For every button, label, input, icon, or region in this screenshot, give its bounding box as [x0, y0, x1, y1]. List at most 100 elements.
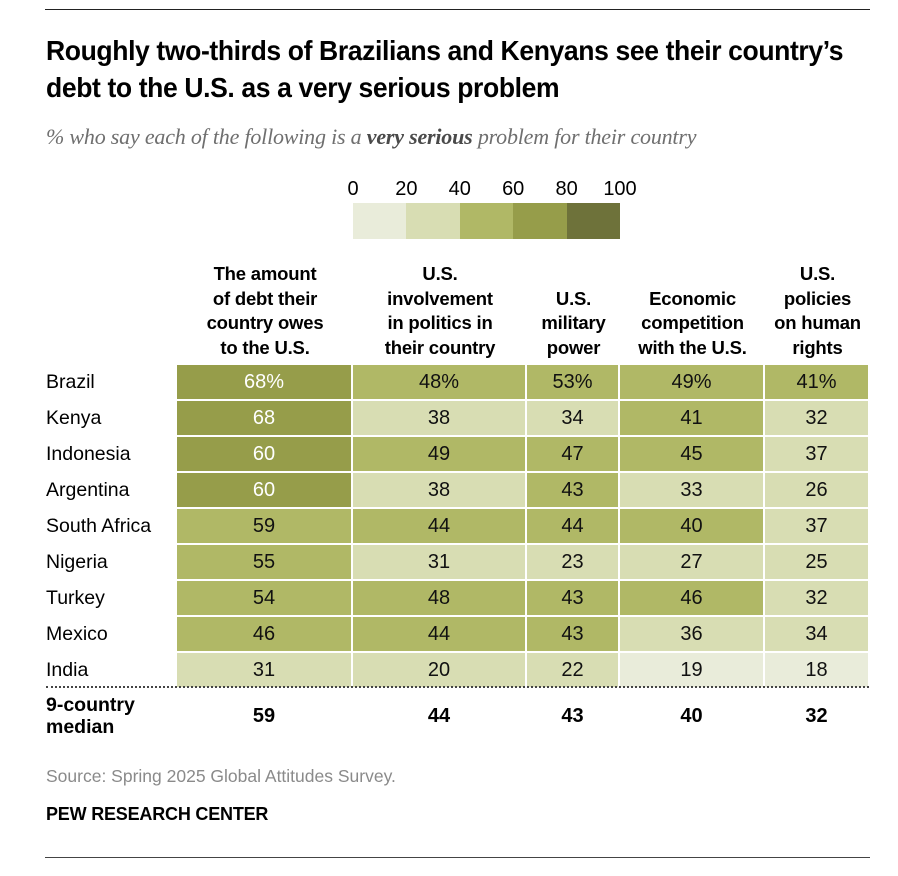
heatmap-cell: 54	[177, 581, 351, 615]
row-label: Nigeria	[46, 551, 108, 573]
color-legend	[353, 203, 620, 239]
legend-swatch-4	[566, 203, 620, 239]
column-header: U.S. military power	[521, 262, 626, 360]
column-header-line: rights	[792, 336, 843, 358]
heatmap-cell: 53%	[527, 365, 618, 399]
heatmap-cell: 38	[353, 401, 525, 435]
heatmap-cell: 49	[353, 437, 525, 471]
heatmap-cell: 31	[177, 653, 351, 687]
chart-title: Roughly two-thirds of Brazilians and Ken…	[46, 35, 844, 103]
legend-tick-label: 40	[448, 178, 471, 200]
heatmap-cell: 37	[765, 437, 868, 471]
median-label: 9-country median	[46, 694, 135, 738]
heatmap-cell: 44	[353, 509, 525, 543]
subtitle-emphasis: very serious	[366, 124, 473, 149]
column-header-line: country owes	[206, 312, 324, 333]
legend-tick-label: 60	[502, 178, 525, 200]
heatmap-cell: 22	[527, 653, 618, 687]
heatmap-cell: 60	[177, 437, 351, 471]
legend-swatch-3	[513, 203, 567, 239]
heatmap-cell: 36	[620, 617, 763, 651]
median-value: 44	[427, 705, 451, 727]
column-header-line: U.S.	[799, 263, 836, 284]
heatmap-cell: 34	[765, 617, 868, 651]
column-header-line: U.S.	[555, 287, 592, 309]
column-header: U.S. policies on human rights	[759, 262, 876, 360]
heatmap-cell: 26	[765, 473, 868, 507]
median-value: 43	[561, 705, 584, 727]
legend-tick-label: 80	[555, 178, 578, 200]
column-header-line: involvement	[387, 287, 493, 309]
heatmap-cell: 34	[527, 401, 618, 435]
heatmap-cell: 19	[620, 653, 763, 687]
heatmap-cell: 20	[353, 653, 525, 687]
heatmap-cell: 18	[765, 653, 868, 687]
column-header-line: military	[541, 312, 606, 333]
column-header: The amount of debt their country owes to th…	[171, 262, 359, 360]
heatmap-cell: 60	[177, 473, 351, 507]
row-label: Indonesia	[46, 443, 131, 465]
heatmap-cell: 23	[527, 545, 618, 579]
median-value: 59	[252, 705, 276, 727]
heatmap-cell: 44	[353, 617, 525, 651]
row-label: Mexico	[46, 623, 108, 645]
column-header-line: on human	[774, 312, 861, 333]
column-header-line: policies	[783, 287, 852, 309]
heatmap-cell: 33	[620, 473, 763, 507]
top-rule	[45, 9, 870, 10]
column-header-line: Economic	[649, 287, 736, 309]
heatmap-cell: 49%	[620, 365, 763, 399]
source-note: Source: Spring 2025 Global Attitudes Sur…	[46, 766, 396, 786]
median-divider	[46, 686, 869, 688]
legend-tick-label: 0	[347, 178, 359, 200]
median-label-line: 9-country	[46, 694, 135, 716]
row-label: Turkey	[46, 587, 105, 609]
subtitle-before: % who say each of the following is a	[46, 124, 367, 149]
column-header-line: their country	[384, 336, 496, 358]
heatmap-cell: 32	[765, 401, 868, 435]
column-header-line: competition	[641, 312, 744, 333]
heatmap-cell: 31	[353, 545, 525, 579]
row-label: Argentina	[46, 479, 130, 501]
row-label: Brazil	[46, 371, 95, 393]
heatmap-cell: 68	[177, 401, 351, 435]
heatmap-cell: 43	[527, 617, 618, 651]
heatmap-cell: 41	[620, 401, 763, 435]
column-header-line: U.S.	[422, 263, 458, 284]
median-label-line: median	[46, 716, 115, 738]
bottom-rule	[45, 857, 870, 858]
heatmap-cell: 32	[765, 581, 868, 615]
heatmap-cell: 45	[620, 437, 763, 471]
heatmap-cell: 41%	[765, 365, 868, 399]
legend-tick-labels: 0 20 40 60 80 100	[347, 178, 636, 202]
heatmap-cell: 40	[620, 509, 763, 543]
heatmap-cell: 48	[353, 581, 525, 615]
median-value: 40	[680, 705, 703, 727]
column-header-line: with the U.S.	[638, 336, 747, 358]
heatmap-cell: 46	[177, 617, 351, 651]
row-label: Kenya	[46, 407, 102, 429]
row-label: South Africa	[46, 515, 152, 537]
heatmap-cell: 37	[765, 509, 868, 543]
heatmap-cell: 43	[527, 581, 618, 615]
legend-swatch-0	[353, 203, 407, 239]
heatmap-cell: 68%	[177, 365, 351, 399]
heatmap-cell: 55	[177, 545, 351, 579]
legend-tick-label: 20	[395, 178, 418, 200]
heatmap-cell: 27	[620, 545, 763, 579]
legend-swatch-2	[459, 203, 514, 239]
pew-logo-text: PEW RESEARCH CENTER	[46, 804, 269, 824]
legend-swatch-1	[406, 203, 460, 239]
heatmap-cell: 46	[620, 581, 763, 615]
heatmap-cell: 43	[527, 473, 618, 507]
column-header: U.S. involvement in politics in their count…	[347, 262, 533, 360]
column-header-line: The amount	[213, 263, 317, 284]
subtitle-after: problem for their country	[472, 124, 697, 149]
column-header-line: to the U.S.	[220, 336, 310, 358]
median-value: 32	[805, 705, 828, 727]
column-header-line: in politics in	[387, 312, 493, 333]
legend-tick-label: 100	[603, 178, 637, 200]
column-header-line: power	[546, 336, 601, 358]
column-header-line: of debt their	[212, 287, 318, 309]
chart-subtitle: % who say each of the following is a ver…	[46, 124, 696, 150]
